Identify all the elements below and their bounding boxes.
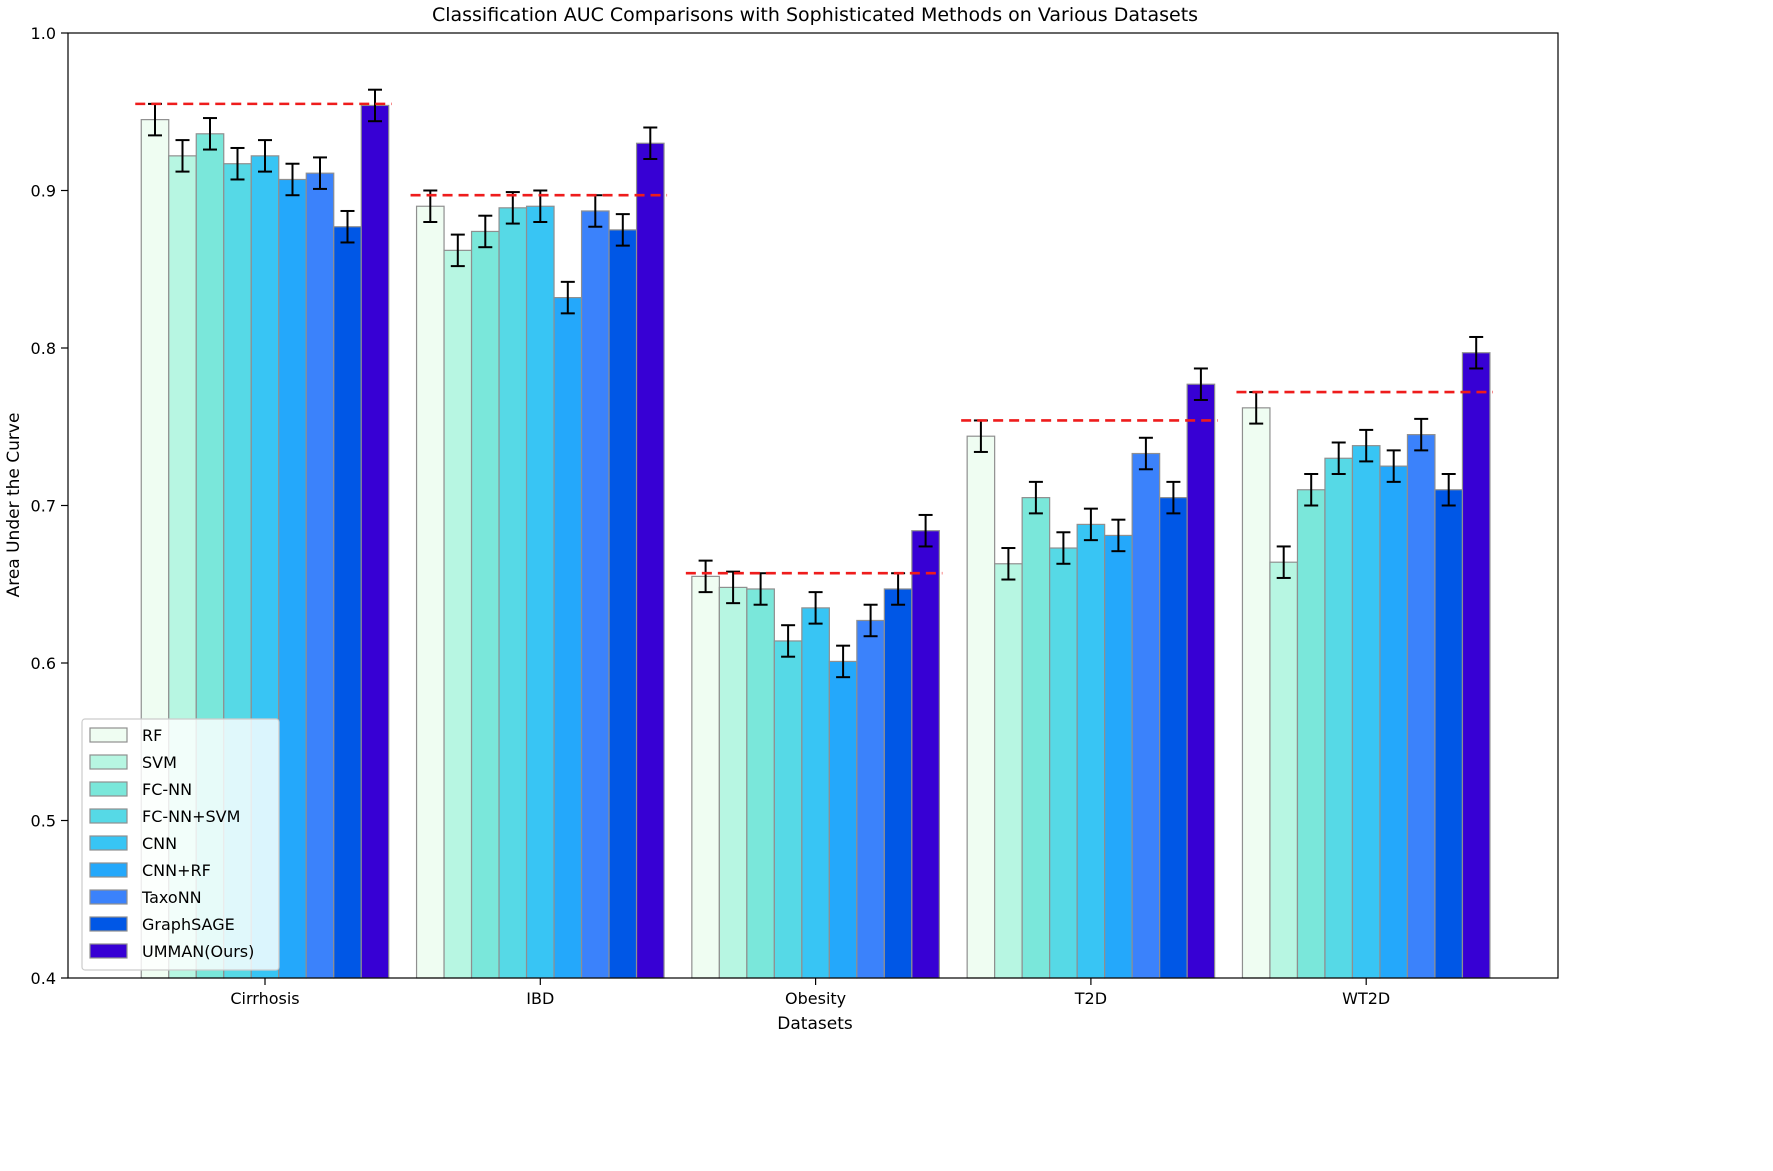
legend-label: FC-NN [142,780,192,799]
bar [1406,434,1436,979]
legend-swatch [89,781,128,797]
bar [1076,523,1106,979]
chart-title: Classification AUC Comparisons with Soph… [432,4,1198,26]
legend-swatch [89,727,128,743]
bar [1021,497,1051,979]
y-tick-label: 0.6 [31,654,56,673]
bar [1241,407,1271,979]
legend-swatch [89,862,128,878]
legend-swatch [89,754,128,770]
bar [1159,497,1188,979]
legend-swatch [89,916,128,932]
bar [525,205,555,979]
legend-label: CNN [142,834,177,853]
bar [691,575,720,979]
x-tick-label: Cirrhosis [230,989,299,1008]
bar [1351,445,1381,979]
legend: RF SVM FC-NN FC-NN+SVM CNN CNN+RF TaxoNN GraphS… [81,718,280,971]
bar [1324,457,1354,979]
bars-layer [140,104,1491,979]
bar [966,435,996,979]
bar [1269,561,1299,979]
x-tick-label: T2D [1074,989,1107,1008]
bar [1049,547,1078,979]
legend-label: RF [142,726,162,745]
x-tick-label: Obesity [785,989,846,1008]
bar [746,588,775,979]
x-axis: Cirrhosis IBD Obesity T2D WT2D [230,978,1390,1008]
bar [1131,452,1161,979]
bar [580,210,610,979]
bar [470,230,500,979]
legend-label: FC-NN+SVM [142,807,240,826]
legend-label: TaxoNN [141,888,202,907]
y-tick-label: 0.9 [31,182,56,201]
bar [1186,383,1216,979]
bar [553,297,583,979]
bar [333,226,362,979]
bar [608,229,638,979]
bar [1461,352,1491,979]
chart-title-group: Classification AUC Comparisons with Soph… [432,4,1198,26]
bar [773,640,803,979]
legend-box [81,718,280,971]
y-tick-label: 0.8 [31,339,56,358]
bar [278,178,307,979]
x-tick-label: WT2D [1342,989,1390,1008]
bar [718,586,748,979]
y-axis-label: Area Under the Curve [4,413,24,598]
bar [856,619,885,979]
legend-swatch [89,835,128,851]
bar [498,207,528,979]
legend-label: SVM [142,753,177,772]
bar [1434,489,1464,979]
bar [443,249,473,979]
legend-label: CNN+RF [142,861,211,880]
bar [994,563,1023,979]
bar [360,104,390,979]
legend-swatch [89,889,128,905]
y-tick-label: 0.5 [31,812,56,831]
legend-swatch [89,808,128,824]
bar [911,530,940,979]
bar [801,607,830,979]
bar [1379,465,1409,979]
legend-label: GraphSAGE [142,915,235,934]
bar [1296,489,1326,979]
error-bars-layer [148,88,1484,679]
bar [1104,534,1133,979]
y-axis: 0.4 0.5 0.6 0.7 0.8 0.9 1.0 [31,24,68,988]
y-tick-label: 0.4 [31,969,56,988]
x-axis-label: Datasets [777,1014,853,1031]
reference-lines-layer [135,102,1493,575]
legend-label: UMMAN(Ours) [142,942,254,961]
y-tick-label: 1.0 [31,24,56,43]
y-tick-label: 0.7 [31,497,56,516]
x-tick-label: IBD [526,989,554,1008]
bar [305,172,335,979]
bar [883,588,913,979]
bar [828,660,858,979]
bar [415,205,445,979]
bar-chart: Classification AUC Comparisons with Soph… [4,4,1559,1031]
bar [635,142,665,979]
legend-swatch [89,943,128,959]
